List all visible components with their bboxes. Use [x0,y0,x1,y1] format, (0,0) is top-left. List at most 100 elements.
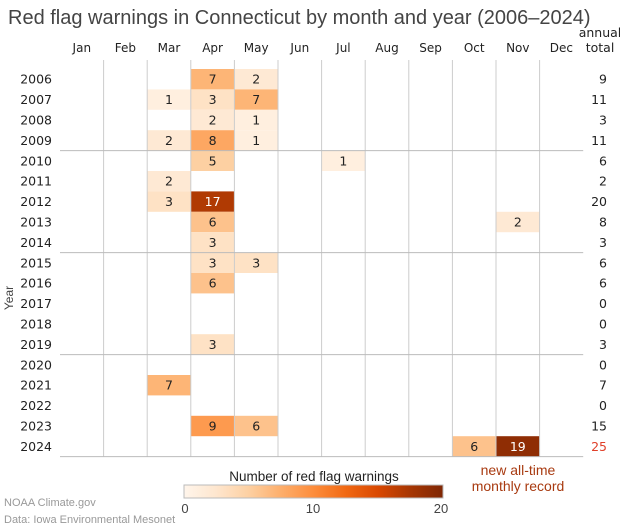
cell-value: 6 [470,439,478,454]
heatmap-cell [190,191,235,212]
year-label: 2013 [20,215,52,230]
cell-value: 1 [165,92,173,107]
colorbar-title: Number of red flag warnings [229,469,399,484]
year-label: 2014 [20,235,52,250]
cell-value: 2 [165,133,173,148]
cell-value: 19 [510,439,526,454]
month-label: Dec [550,41,573,55]
heatmap-cell [234,69,278,90]
annual-total: 2 [599,174,607,189]
year-label: 2020 [20,357,52,372]
month-label: Jun [289,41,309,55]
heatmap-cell [190,334,235,355]
annual-total: 0 [599,296,607,311]
year-label: 2016 [20,276,52,291]
annual-total: 15 [591,419,607,434]
heatmap-cell [147,89,191,110]
annual-total: 6 [599,255,607,270]
colorbar-tick-10: 10 [306,501,320,516]
heatmap-cell [496,211,540,233]
heatmap-cell [234,109,278,131]
month-label: Feb [115,41,136,55]
total-header-2: total [586,40,615,55]
cell-value: 3 [209,92,217,107]
cell-value: 3 [209,235,217,250]
heatmap-cell [190,89,235,110]
heatmap-cell [190,415,235,437]
heatmap-cell [234,415,278,437]
heatmap-cell [190,69,235,90]
colorbar-tick-0: 0 [181,501,188,516]
year-label: 2017 [20,296,52,311]
year-label: 2023 [20,419,52,434]
cell-value: 8 [209,133,217,148]
heatmap-cell [190,232,235,253]
heatmap-cell [190,211,235,233]
cell-value: 17 [205,194,221,209]
cell-value: 6 [252,419,260,434]
cell-value: 7 [252,92,260,107]
annual-total: 3 [599,235,607,250]
annual-total: 0 [599,398,607,413]
heatmap-cell [496,436,540,457]
year-label: 2018 [20,317,52,332]
annual-total: 11 [591,133,607,148]
annual-total: 0 [599,317,607,332]
year-label: 2007 [20,92,52,107]
heatmap-cell [321,150,366,171]
year-label: 2009 [20,133,52,148]
heatmap-cell [190,130,235,151]
heatmap-cell [234,252,278,273]
y-axis-label: Year [2,286,16,310]
chart-title: Red flag warnings in Connecticut by mont… [8,7,591,29]
heatmap-cell [190,109,235,131]
cell-value: 3 [209,255,217,270]
heatmap-cell [147,191,191,212]
source: Data: Iowa Environmental Mesonet [4,514,175,526]
cell-value: 7 [165,378,173,393]
annual-total: 8 [599,215,607,230]
cell-value: 6 [209,276,217,291]
cell-value: 1 [252,133,260,148]
colorbar [183,484,444,499]
cell-value: 3 [209,337,217,352]
month-label: Aug [375,41,398,55]
cell-value: 2 [209,113,217,128]
heatmap-cell [234,89,278,110]
heatmap-cell [190,273,235,294]
heatmap-cell [234,130,278,151]
annual-total: 0 [599,357,607,372]
month-label: Nov [506,41,529,55]
month-label: Oct [464,41,485,55]
annual-total: 9 [599,72,607,87]
total-header-1: annual [579,25,620,40]
cell-value: 9 [209,419,217,434]
year-label: 2008 [20,113,52,128]
cell-value: 5 [209,153,217,168]
cell-value: 2 [252,72,260,87]
month-label: Apr [202,41,223,55]
year-label: 2021 [20,378,52,393]
annual-total: 3 [599,113,607,128]
annual-total: 11 [591,92,607,107]
annual-total: 6 [599,276,607,291]
month-label: Jul [335,41,350,55]
cell-value: 1 [339,153,347,168]
credit: NOAA Climate.gov [4,497,96,509]
year-label: 2022 [20,398,52,413]
annual-total: 3 [599,337,607,352]
heatmap-cell [147,375,191,396]
year-label: 2015 [20,255,52,270]
annual-total: 6 [599,153,607,168]
month-label: May [244,41,269,55]
annual-total: 20 [591,194,607,209]
month-label: Mar [158,41,181,55]
cell-value: 2 [514,215,522,230]
heatmap-cell [452,436,496,457]
cell-value: 2 [165,174,173,189]
colorbar-tick-20: 20 [434,501,448,516]
year-label: 2019 [20,337,52,352]
annual-total: 25 [591,439,607,454]
